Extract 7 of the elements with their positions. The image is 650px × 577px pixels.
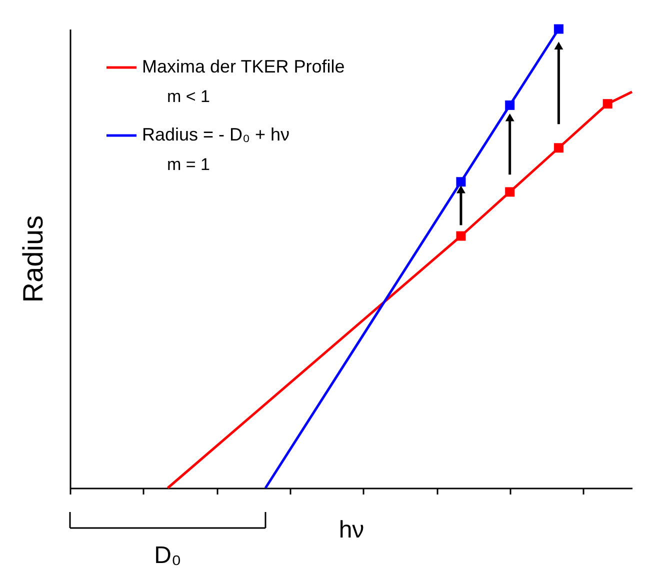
x-axis-title: hν xyxy=(338,516,364,544)
legend-label: Maxima der TKER Profile xyxy=(142,56,345,76)
legend-label: Radius = - D₀ + hν xyxy=(142,124,290,144)
text: D₀ xyxy=(154,542,182,569)
annotation: m = 1 xyxy=(167,155,210,174)
y-axis-title: Radius xyxy=(18,215,48,303)
annotation: m < 1 xyxy=(167,87,210,106)
